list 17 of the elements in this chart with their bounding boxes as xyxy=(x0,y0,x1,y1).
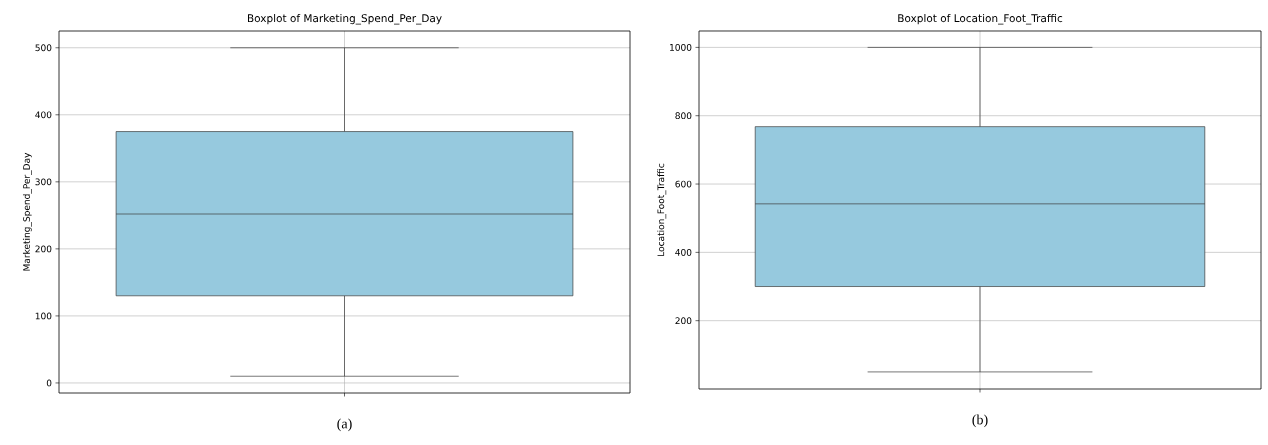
chart-title: Boxplot of Marketing_Spend_Per_Day xyxy=(247,14,442,25)
y-tick-label: 600 xyxy=(675,180,692,188)
y-tick-label: 400 xyxy=(35,111,52,119)
y-tick-label: 100 xyxy=(35,312,52,320)
y-tick-label: 500 xyxy=(35,44,52,52)
y-tick-label: 300 xyxy=(35,178,52,186)
y-tick-label: 200 xyxy=(35,245,52,253)
y-tick-label: 1000 xyxy=(670,43,692,51)
chart-title: Boxplot of Location_Foot_Traffic xyxy=(898,14,1063,25)
y-axis-title: Location_Foot_Traffic xyxy=(657,163,667,256)
y-tick-label: 0 xyxy=(46,379,52,387)
y-tick-label: 400 xyxy=(675,248,692,256)
y-tick-label: 800 xyxy=(675,112,692,120)
text: (b) xyxy=(972,414,988,428)
text: (a) xyxy=(337,418,352,432)
y-axis-title: Marketing_Spend_Per_Day xyxy=(22,152,32,271)
y-tick-label: 200 xyxy=(675,317,692,325)
